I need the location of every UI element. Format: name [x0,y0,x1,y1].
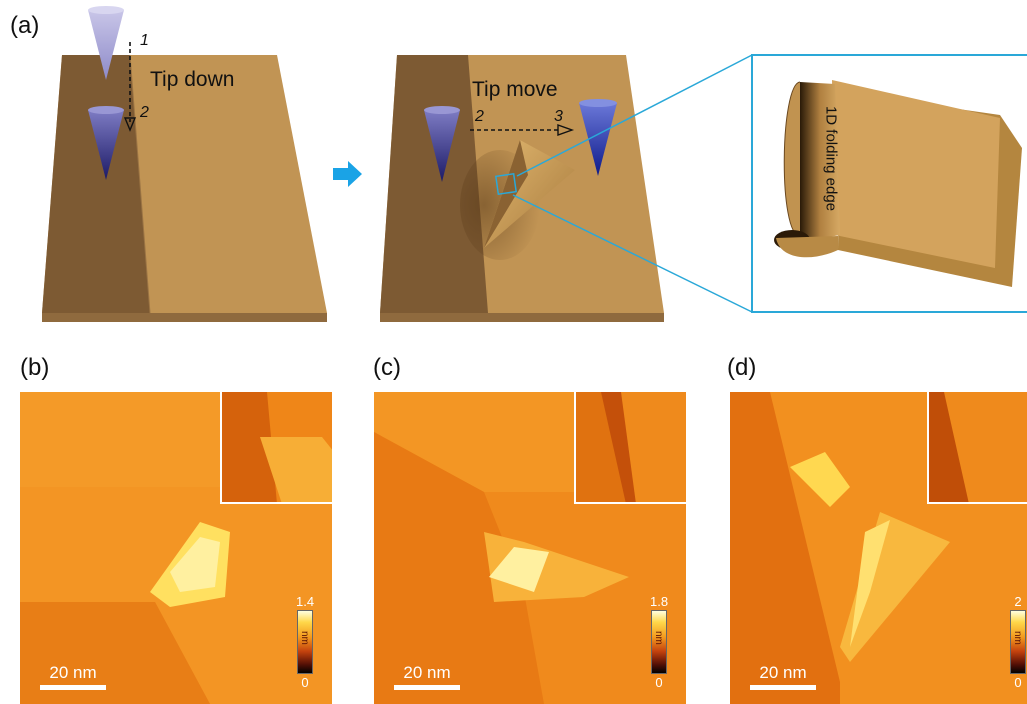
colorbar-b: 1.4 nm 0 [296,594,314,690]
scalebar-c-label: 20 nm [403,663,451,682]
afm-image-b: 20 nm 1.4 nm 0 [20,392,332,704]
folding-edge-text: 1D folding edge [822,105,840,212]
inset-b [220,392,332,504]
afm-image-c: 20 nm 1.8 nm 0 [374,392,686,704]
step-3-label: 3 [554,108,563,125]
colorbar-c-unit: nm [653,631,664,645]
tip-down-icon [88,110,124,180]
inset-d [927,392,1027,504]
step-2b-label: 2 [475,108,484,125]
panel-label-b: (b) [20,354,50,381]
colorbar-b-unit: nm [299,631,310,645]
colorbar-c: 1.8 nm 0 [650,594,668,690]
step-2-label: 2 [140,104,149,121]
inset-c [574,392,686,504]
tip-end-icon [579,103,617,176]
colorbar-b-max: 1.4 [296,594,315,609]
panel-label-c: (c) [373,354,401,381]
tip-move-text: Tip move [472,78,558,101]
colorbar-c-max: 1.8 [650,594,669,609]
process-arrow-icon [333,161,362,187]
colorbar-d-min: 0 [1014,675,1022,690]
colorbar-b-min: 0 [301,675,309,690]
step-1-label: 1 [140,32,149,49]
colorbar-c-min: 0 [655,675,663,690]
schematic-a [42,6,1027,322]
colorbar-d-max: 2 [1014,594,1022,609]
zoom-line-top [516,54,753,177]
scalebar-b-label: 20 nm [49,663,97,682]
scalebar-c: 20 nm [392,663,462,690]
colorbar-d-unit: nm [1012,631,1023,645]
tip-faded-icon [88,10,124,80]
folded-bilayer [774,80,1022,287]
scalebar-d: 20 nm [748,663,818,690]
colorbar-d: 2 nm 0 [1009,594,1027,690]
substrate-left [42,54,327,322]
panel-label-d: (d) [727,354,757,381]
scalebar-d-label: 20 nm [759,663,807,682]
afm-image-d: 20 nm 2 nm 0 [730,392,1027,704]
tip-down-text: Tip down [150,68,235,91]
scalebar-b: 20 nm [38,663,108,690]
tip-start-icon [424,110,460,182]
panel-label-a: (a) [10,12,40,39]
zoom-line-bottom [512,194,753,313]
